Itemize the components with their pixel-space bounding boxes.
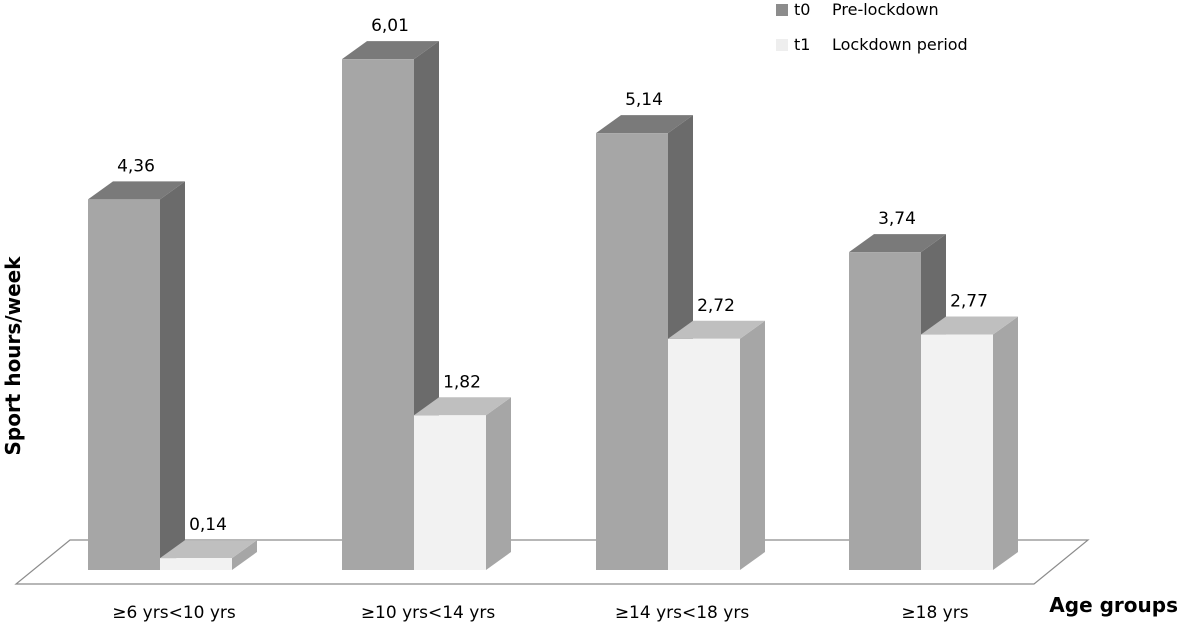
legend-code-t0: t0 (794, 0, 810, 19)
bar-top (668, 320, 765, 339)
bar-t1-1 (160, 540, 257, 570)
legend-swatch-t1 (776, 39, 788, 51)
value-labels: 4,36 0,14 6,01 1,82 5,14 2,72 3,74 2,77 (117, 16, 988, 535)
bar-front (88, 199, 160, 570)
bar-side (160, 181, 185, 570)
bar-side (740, 320, 765, 570)
floor-plane (14, 539, 1090, 585)
bar-top (160, 540, 257, 559)
bar-t1-4 (921, 316, 1018, 570)
legend-swatch-t0 (776, 4, 788, 16)
bar-side (486, 397, 511, 570)
category-label-3: ≥14 yrs<18 yrs (615, 603, 750, 623)
bar-top (849, 234, 946, 253)
bar-side (993, 316, 1018, 570)
y-axis-title: Sport hours/week (1, 256, 25, 456)
value-label-t0-1: 4,36 (117, 156, 155, 176)
bar-top (88, 181, 185, 200)
bar-front (921, 334, 993, 570)
x-axis-title: Age groups (1049, 593, 1178, 617)
bar-top (414, 397, 511, 416)
chart-floor (14, 539, 1090, 585)
value-label-t1-1: 0,14 (189, 515, 227, 535)
bar-side (232, 540, 257, 570)
value-label-t1-2: 1,82 (443, 372, 481, 392)
category-labels: ≥6 yrs<10 yrs ≥10 yrs<14 yrs ≥14 yrs<18 yr… (112, 603, 969, 623)
value-label-t0-4: 3,74 (878, 209, 916, 229)
legend: t0 Pre-lockdown t1 Lockdown period (776, 0, 968, 54)
legend-code-t1: t1 (794, 35, 810, 54)
bar-front (414, 415, 486, 570)
bar-t1-2 (414, 397, 511, 570)
legend-label-t0: Pre-lockdown (832, 0, 939, 19)
value-label-t0-2: 6,01 (371, 16, 409, 36)
bar-front (668, 338, 740, 570)
bar-front (596, 133, 668, 570)
value-label-t1-4: 2,77 (950, 292, 988, 312)
value-label-t1-3: 2,72 (697, 296, 735, 316)
bar-top (342, 41, 439, 60)
bar-t0-1 (88, 181, 185, 570)
bar-front (342, 59, 414, 571)
value-label-t0-3: 5,14 (625, 90, 663, 110)
bar-top (596, 115, 693, 134)
legend-label-t1: Lockdown period (832, 35, 968, 54)
bar-t1-3 (668, 320, 765, 570)
bar-top (921, 316, 1018, 335)
bar-front (849, 252, 921, 570)
bars (88, 41, 1018, 571)
category-label-2: ≥10 yrs<14 yrs (361, 603, 496, 623)
bar-front (160, 558, 232, 570)
category-label-4: ≥18 yrs (901, 603, 968, 623)
category-label-1: ≥6 yrs<10 yrs (112, 603, 236, 623)
